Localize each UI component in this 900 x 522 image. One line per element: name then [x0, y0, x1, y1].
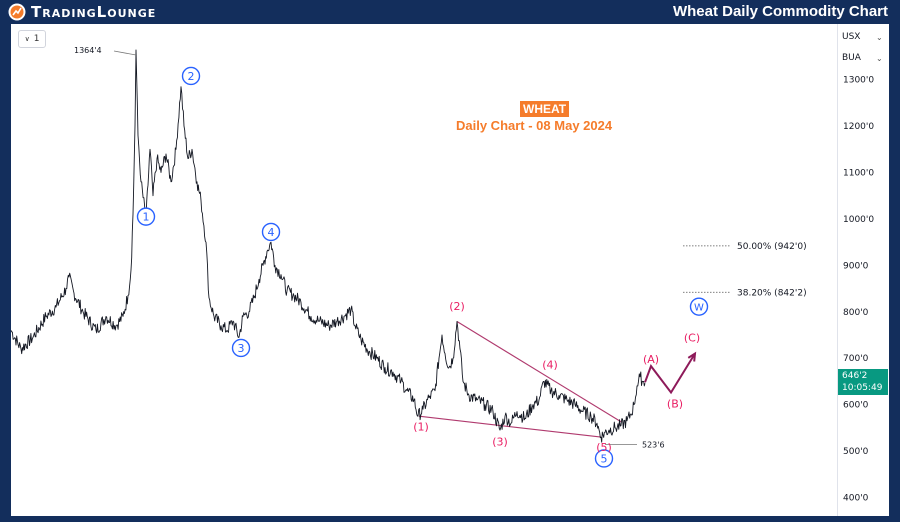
wave-label: (4)	[542, 359, 558, 372]
interval-label: 1	[33, 34, 40, 44]
wave-label: (C)	[684, 331, 700, 344]
annotations: 1364'4 523'6 1 2 3 4 5 W (1) (2) (3) (4) (5) (A) (B) (C…	[74, 46, 709, 468]
projection-arrowhead	[687, 351, 697, 362]
y-tick-label: 1300'0	[843, 76, 874, 86]
currency-tag[interactable]: USX	[842, 32, 861, 42]
last-price-tag: 646'2 10:05:49	[838, 369, 888, 395]
fib-label: 38.20% (842'2)	[737, 288, 807, 298]
wave-circle-5	[594, 449, 614, 468]
y-tick-label: 400'0	[843, 493, 869, 503]
channel-line	[456, 321, 622, 423]
wave-label: (1)	[413, 420, 429, 433]
wave-circle-1	[136, 207, 156, 226]
wave-circle-4	[261, 222, 281, 242]
wave-label-4: 4	[268, 226, 275, 239]
wave-label-1: 1	[143, 211, 150, 224]
currency-chevron-icon[interactable]: ⌄	[876, 33, 883, 42]
price-axis[interactable]	[837, 24, 890, 516]
high-leader	[113, 50, 137, 56]
y-tick-label: 700'0	[843, 354, 869, 364]
wave-label-2: 2	[188, 70, 195, 83]
chart-title: WHEAT	[520, 101, 570, 117]
wave-label: (B)	[667, 398, 683, 411]
wave-label: (3)	[492, 435, 508, 448]
y-tick-label: 900'0	[843, 261, 869, 271]
last-price: 646'2	[842, 371, 868, 381]
brand-logo: TradingLounge	[8, 2, 156, 22]
frame-bottom	[0, 516, 889, 522]
wave-circle-2	[181, 66, 201, 86]
low-label: 523'6	[642, 440, 665, 449]
y-tick-label: 1100'0	[843, 169, 874, 179]
y-tick-label: 600'0	[843, 401, 869, 411]
chevron-down-icon: ∨	[24, 35, 30, 43]
interval-button[interactable]: ∨ 1	[18, 30, 46, 48]
channel-line	[418, 415, 602, 438]
y-tick-label: 1200'0	[843, 122, 874, 132]
brand-logo-icon	[8, 3, 26, 21]
projection-line	[644, 352, 696, 395]
wave-circle-3	[231, 338, 251, 358]
wave-circle-W	[689, 297, 709, 316]
wave-label: (2)	[449, 300, 465, 313]
page-title: Wheat Daily Commodity Chart	[672, 3, 888, 20]
wave-label: (A)	[643, 353, 659, 366]
unit-chevron-icon[interactable]: ⌄	[876, 54, 883, 63]
price-line	[10, 49, 646, 443]
wave-label-W: W	[694, 303, 704, 314]
unit-tag[interactable]: BUA	[842, 53, 861, 63]
y-tick-labels: 400'0 500'0 600'0 700'0 800'0 900'0 1000'0 1100…	[843, 76, 874, 504]
y-tick-label: 500'0	[843, 447, 869, 457]
fib-label: 50.00% (942'0)	[737, 242, 807, 252]
high-label: 1364'4	[74, 46, 102, 55]
wave-label-5: 5	[601, 452, 608, 465]
chart-subtitle: Daily Chart - 08 May 2024	[456, 118, 613, 133]
bar-countdown: 10:05:49	[842, 383, 883, 393]
brand-name: TradingLounge	[31, 3, 157, 21]
projection-path	[644, 351, 697, 395]
header-bar: TradingLounge Wheat Daily Commodity Char…	[0, 0, 900, 24]
plot-area[interactable]	[11, 24, 837, 516]
wave-label: (5)	[596, 441, 612, 454]
frame-right	[889, 24, 900, 522]
price-series	[10, 49, 646, 443]
channel-lines	[418, 321, 622, 438]
wave-label-3: 3	[238, 342, 245, 355]
fib-levels: 50.00% (942'0) 38.20% (842'2)	[683, 242, 807, 298]
y-tick-label: 800'0	[843, 308, 869, 318]
y-tick-label: 1000'0	[843, 215, 874, 225]
